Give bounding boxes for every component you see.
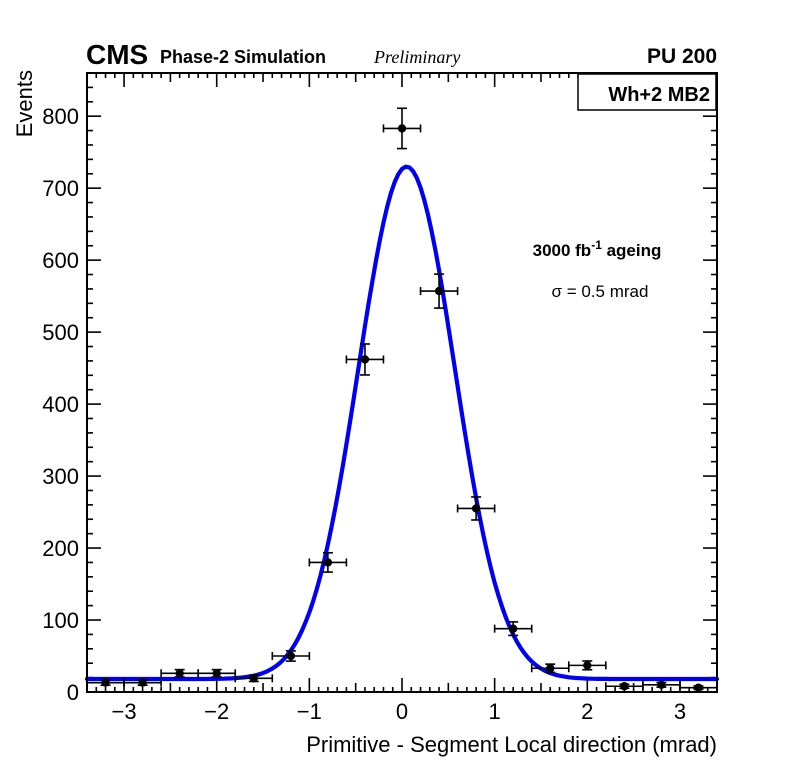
data-marker	[286, 651, 296, 661]
svg-text:2: 2	[581, 699, 593, 724]
x-axis-title: Primitive - Segment Local direction (mra…	[306, 732, 717, 757]
data-series	[86, 107, 718, 692]
svg-text:700: 700	[42, 176, 79, 201]
data-marker	[620, 682, 629, 691]
data-marker	[583, 661, 592, 670]
data-point	[160, 668, 199, 678]
data-point	[567, 660, 607, 671]
data-point	[642, 680, 681, 690]
data-marker	[694, 683, 703, 692]
data-point	[234, 674, 274, 683]
data-marker	[434, 286, 444, 296]
data-point	[605, 682, 644, 691]
data-marker	[657, 680, 666, 690]
channel-pave: Wh+2 MB2	[577, 73, 717, 111]
data-point	[308, 551, 348, 573]
axis-tick-labels: −3 −2 −1 0 1 2 3 0 100 200 300 400 500 600 700 800	[42, 104, 686, 724]
data-marker	[546, 664, 555, 673]
data-point	[679, 683, 718, 692]
svg-text:−2: −2	[204, 699, 229, 724]
data-marker	[508, 624, 518, 633]
data-point	[530, 663, 570, 674]
axis-ticks	[86, 72, 718, 693]
svg-text:−3: −3	[112, 699, 137, 724]
experiment-logo-text: CMS	[86, 39, 149, 70]
data-marker	[175, 669, 184, 678]
data-point	[123, 678, 162, 687]
data-point	[345, 343, 385, 376]
svg-text:1: 1	[489, 699, 501, 724]
pileup-label: PU 200	[646, 45, 717, 68]
data-point	[419, 273, 459, 309]
data-marker	[249, 674, 258, 683]
gaussian-fit-curve	[84, 164, 720, 682]
sigma-annotation: σ = 0.5 mrad	[552, 282, 649, 301]
data-marker	[212, 669, 221, 678]
channel-label: Wh+2 MB2	[608, 84, 710, 106]
data-point	[493, 621, 533, 637]
y-axis-title: Events	[12, 70, 37, 137]
data-point	[456, 496, 496, 521]
data-point	[271, 650, 311, 662]
data-point	[197, 668, 237, 678]
svg-text:200: 200	[42, 536, 79, 561]
data-marker	[397, 124, 407, 133]
data-marker	[323, 558, 333, 567]
svg-text:400: 400	[42, 392, 79, 417]
svg-text:0: 0	[396, 699, 408, 724]
luminosity-annotation: 3000 fb-1 ageing	[533, 238, 662, 260]
data-point	[382, 107, 422, 150]
svg-text:3: 3	[674, 699, 686, 724]
svg-text:0: 0	[67, 680, 79, 705]
data-marker	[101, 678, 110, 687]
data-marker	[138, 678, 147, 687]
simulation-subtitle: Phase-2 Simulation	[160, 47, 327, 67]
data-marker	[471, 504, 481, 513]
svg-text:300: 300	[42, 464, 79, 489]
plot-frame	[86, 72, 718, 693]
svg-text:100: 100	[42, 608, 79, 633]
svg-text:800: 800	[42, 104, 79, 129]
preliminary-label: Preliminary	[374, 47, 461, 67]
svg-text:500: 500	[42, 320, 79, 345]
svg-text:−1: −1	[297, 699, 322, 724]
data-marker	[360, 355, 370, 364]
svg-text:600: 600	[42, 248, 79, 273]
